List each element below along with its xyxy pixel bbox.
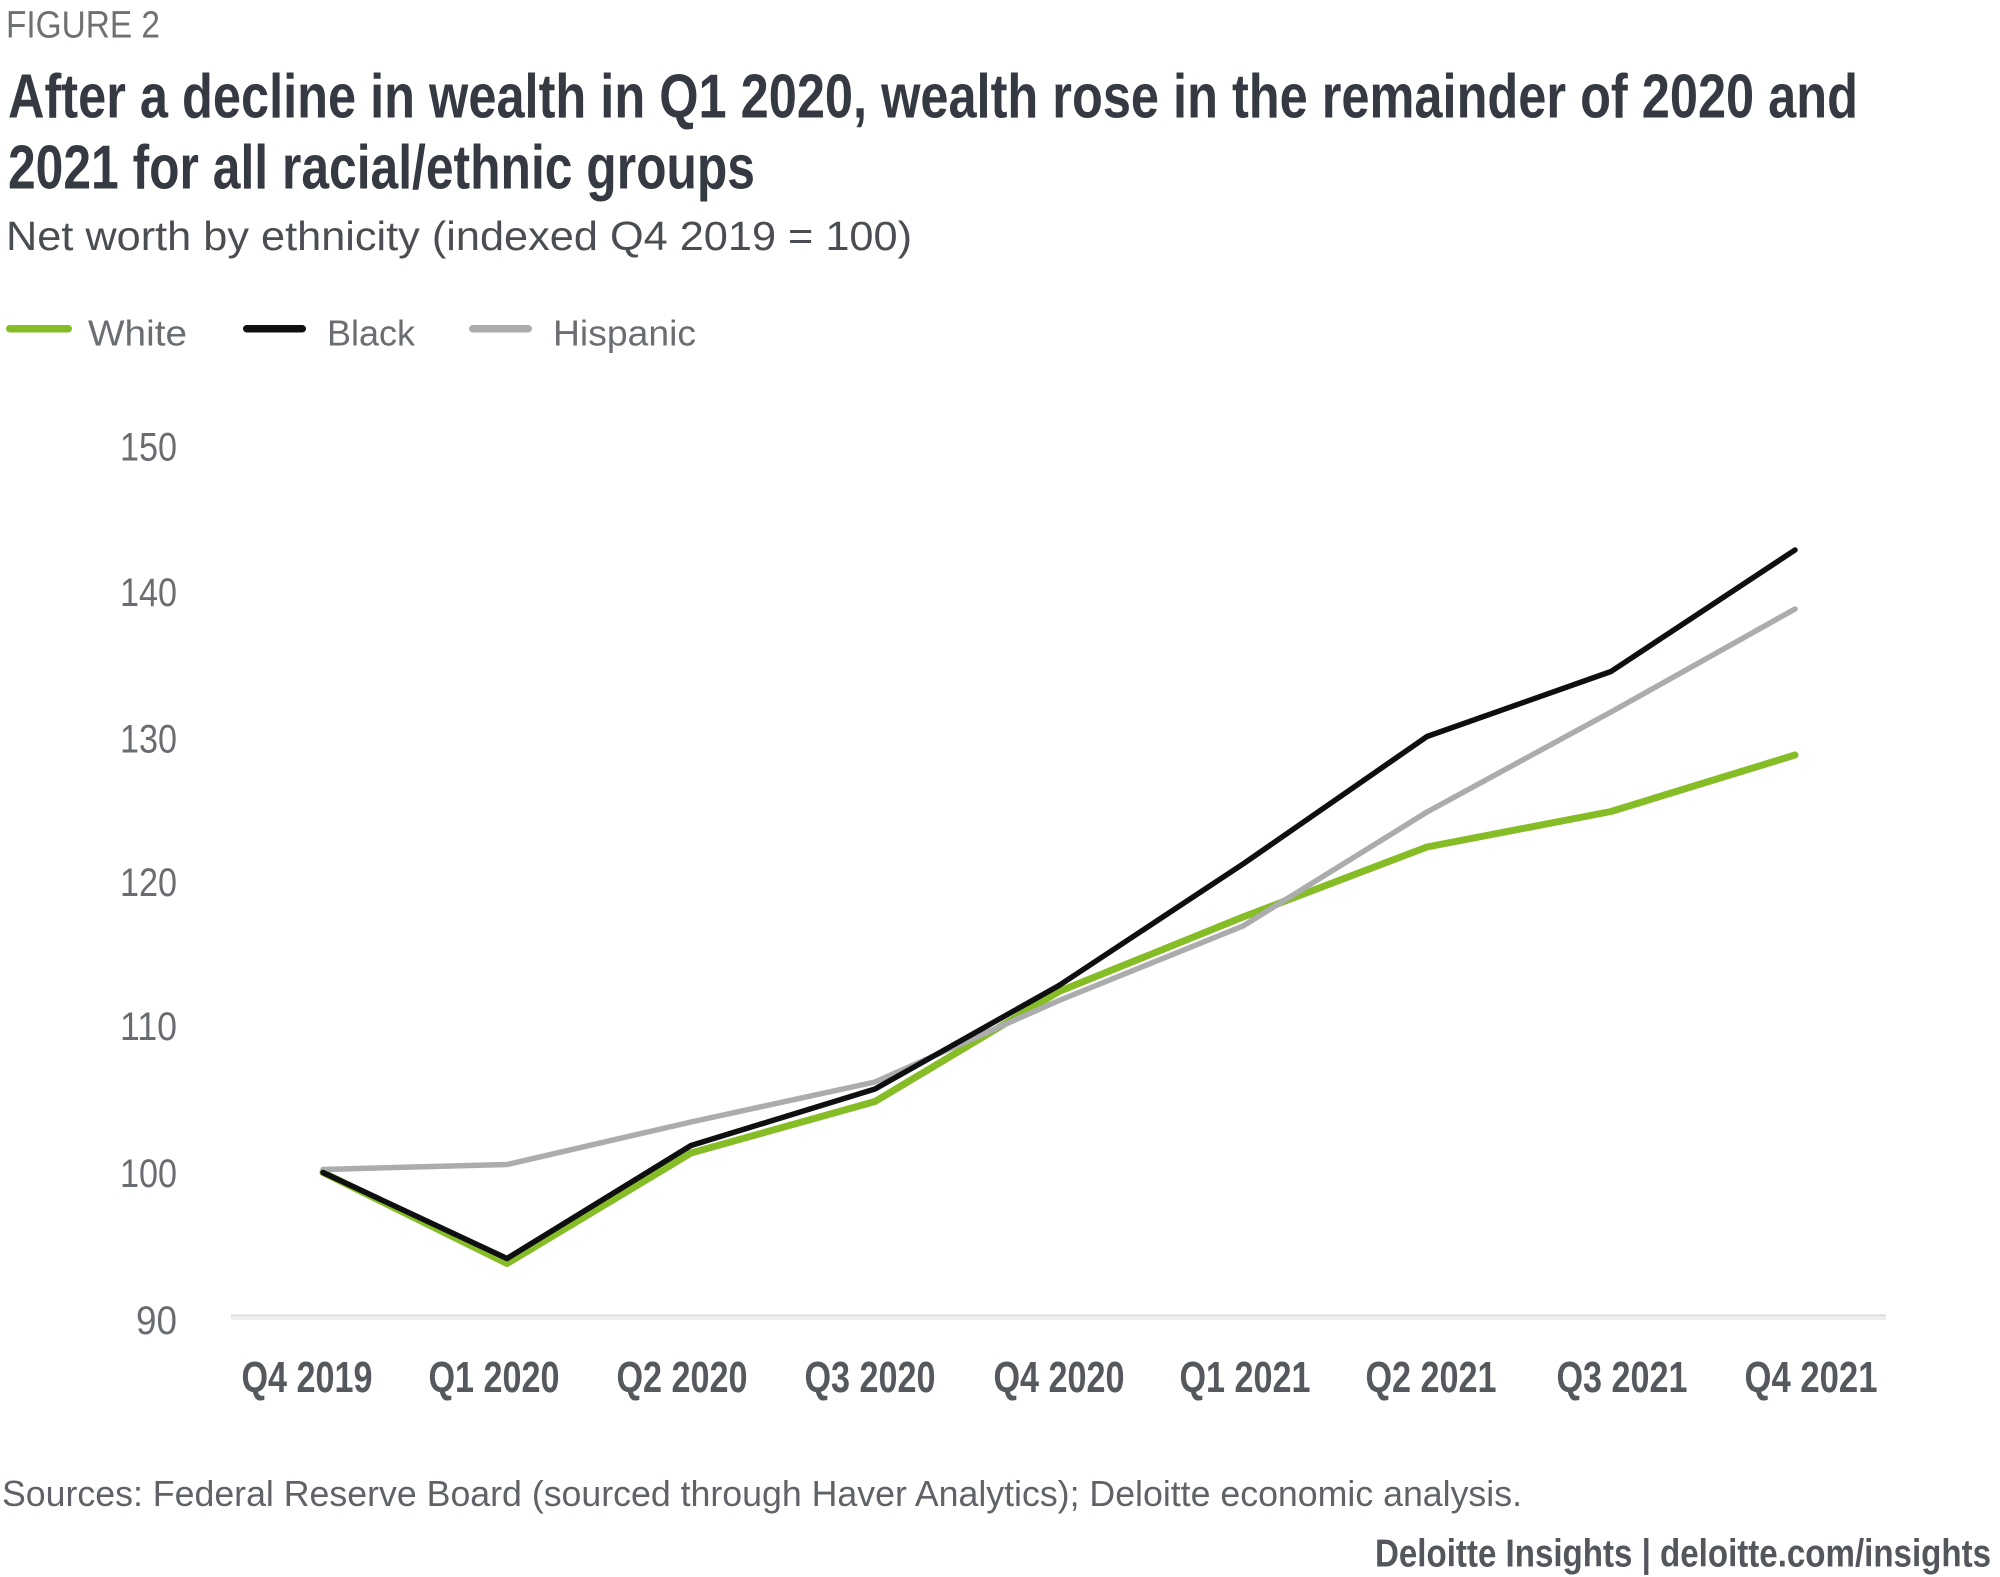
svg-text:Q2 2020: Q2 2020	[617, 1354, 748, 1402]
svg-text:120: 120	[120, 861, 177, 905]
svg-text:Sources: Federal Reserve Board: Sources: Federal Reserve Board (sourced …	[2, 1473, 1522, 1514]
svg-text:Q2 2021: Q2 2021	[1366, 1354, 1497, 1402]
svg-text:150: 150	[120, 425, 177, 469]
svg-text:Q4 2019: Q4 2019	[242, 1354, 373, 1402]
svg-text:Black: Black	[327, 313, 416, 354]
svg-text:2021 for all racial/ethnic gro: 2021 for all racial/ethnic groups	[8, 134, 755, 203]
svg-text:Deloitte Insights | deloitte.c: Deloitte Insights | deloitte.com/insight…	[1375, 1533, 1991, 1576]
svg-text:90: 90	[136, 1299, 177, 1343]
svg-text:110: 110	[120, 1005, 177, 1049]
svg-text:FIGURE 2: FIGURE 2	[6, 5, 160, 47]
svg-text:Q3 2021: Q3 2021	[1557, 1354, 1688, 1402]
svg-text:Net worth by ethnicity (indexe: Net worth by ethnicity (indexed Q4 2019 …	[6, 213, 912, 259]
svg-text:Hispanic: Hispanic	[553, 313, 696, 354]
svg-text:Q4 2021: Q4 2021	[1745, 1354, 1878, 1402]
svg-text:Q1 2021: Q1 2021	[1180, 1354, 1311, 1402]
svg-text:140: 140	[120, 571, 177, 615]
svg-text:Q4 2020: Q4 2020	[994, 1354, 1125, 1402]
svg-text:Q1 2020: Q1 2020	[429, 1354, 560, 1402]
svg-text:Q3 2020: Q3 2020	[805, 1354, 936, 1402]
svg-text:100: 100	[120, 1152, 177, 1196]
svg-text:After a decline in wealth in Q: After a decline in wealth in Q1 2020, we…	[8, 63, 1858, 132]
svg-text:130: 130	[120, 718, 177, 762]
svg-text:White: White	[88, 313, 187, 354]
